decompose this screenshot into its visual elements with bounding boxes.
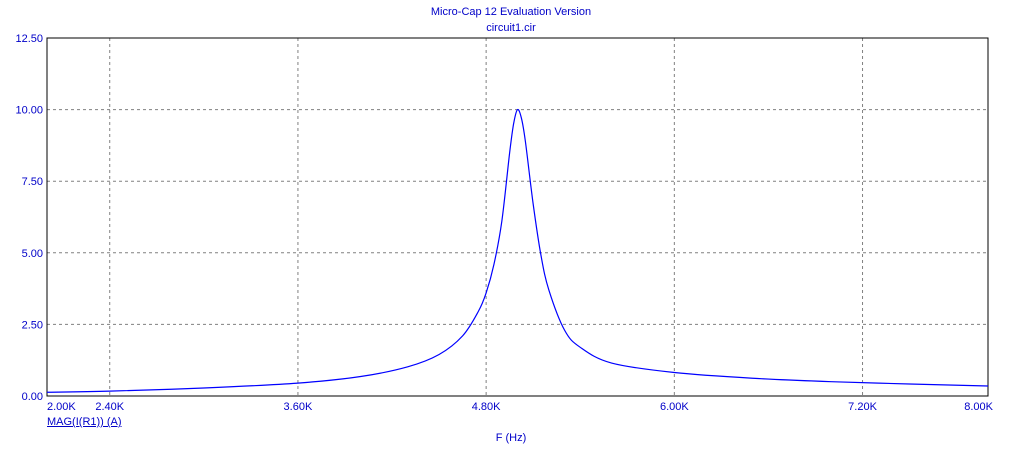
y-tick-label: 10.00 — [15, 105, 43, 117]
grid — [47, 38, 988, 396]
series-line — [46, 108, 989, 393]
y-tick-label: 0.00 — [22, 391, 43, 403]
y-tick-label: 12.50 — [15, 33, 43, 45]
y-tick-label: 2.50 — [22, 319, 43, 331]
tick-labels: 2.00K 2.40K 3.60K 4.80K 6.00K 7.20K 8.00K 0.00 2… — [15, 33, 993, 413]
series-legend-label[interactable]: MAG(I(R1)) (A) — [47, 416, 122, 428]
y-tick-label: 7.50 — [22, 176, 43, 188]
x-axis-title: F (Hz) — [495, 432, 527, 444]
x-tick-label: 2.00K — [47, 401, 76, 413]
y-tick-label: 5.00 — [22, 248, 43, 260]
x-tick-label: 4.80K — [472, 401, 501, 413]
chart-subtitle: circuit1.cir — [486, 22, 536, 34]
x-tick-label: 6.00K — [660, 401, 689, 413]
axes-frame — [46, 37, 989, 397]
x-tick-label: 7.20K — [848, 401, 877, 413]
chart-title: Micro-Cap 12 Evaluation Version — [430, 6, 592, 18]
x-tick-label: 8.00K — [964, 401, 993, 413]
x-tick-label: 3.60K — [284, 401, 313, 413]
x-tick-label: 2.40K — [95, 401, 124, 413]
series — [46, 108, 989, 393]
